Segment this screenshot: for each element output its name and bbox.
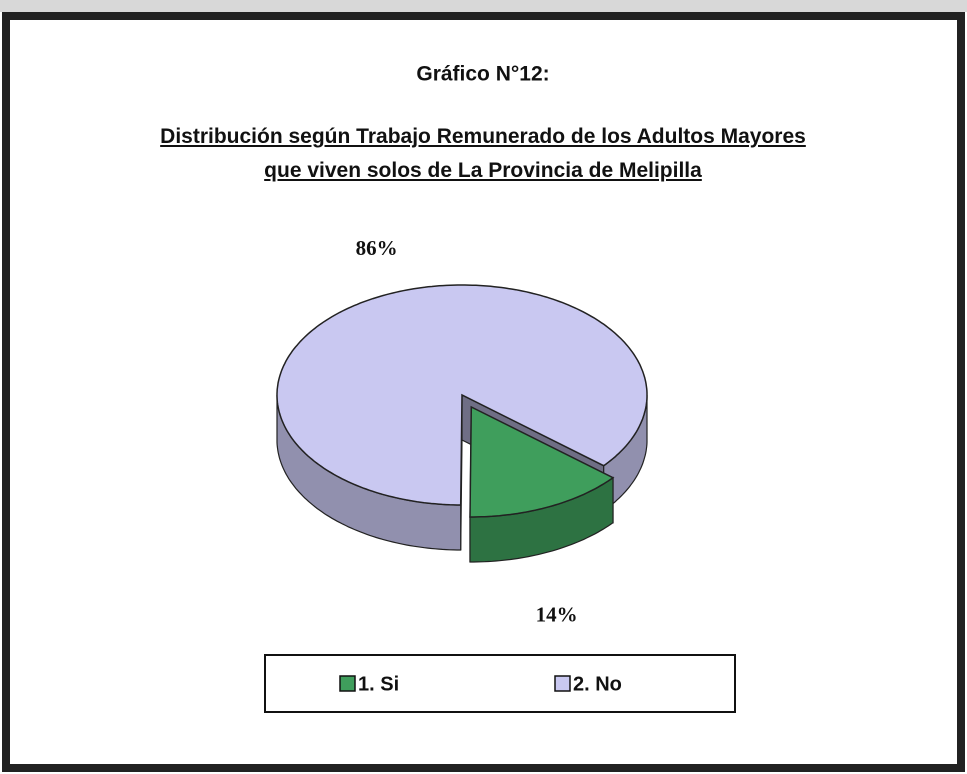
legend-swatch	[339, 675, 356, 692]
data-label: 86%	[356, 236, 398, 260]
slice-top	[469, 405, 615, 518]
chart-subtitle: Distribución según Trabajo Remunerado de…	[160, 125, 806, 182]
top-strip	[0, 0, 967, 12]
legend-label: 1. Si	[358, 673, 399, 695]
legend-swatch	[554, 675, 571, 692]
slice	[276, 284, 648, 551]
legend: 1. Si 2. No	[339, 673, 622, 695]
chart-title: Gráfico N°12:	[416, 63, 549, 86]
slice	[469, 405, 615, 563]
slice-top	[276, 284, 648, 506]
legend-box	[264, 654, 736, 713]
data-label: 14%	[536, 603, 578, 627]
pie: 86% 14%	[276, 236, 648, 627]
legend-label: 2. No	[573, 673, 622, 695]
